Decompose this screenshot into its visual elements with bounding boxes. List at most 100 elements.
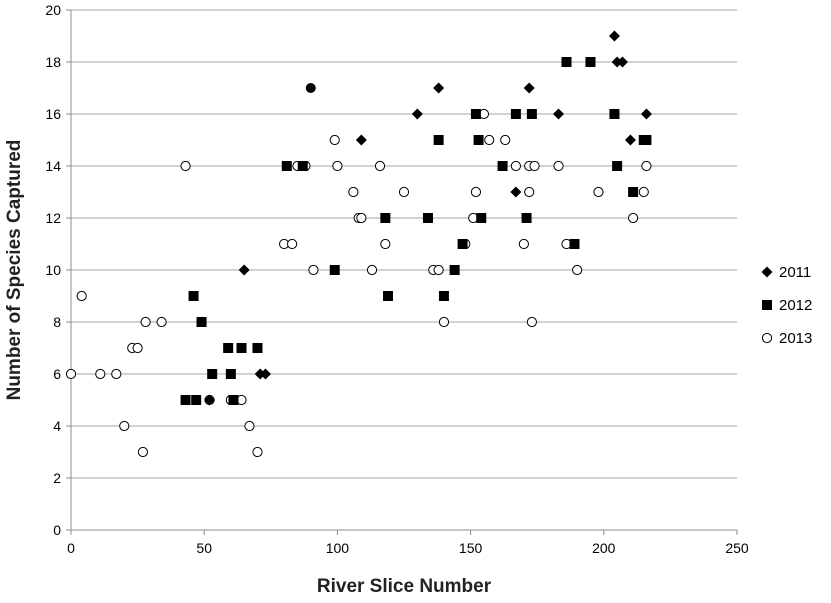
y-tick-label: 10	[45, 262, 61, 278]
data-point	[640, 108, 652, 120]
y-tick-label: 14	[45, 158, 61, 174]
y-tick-label: 18	[45, 54, 61, 70]
data-point	[111, 368, 122, 380]
data-point	[228, 395, 239, 405]
data-point	[65, 368, 77, 380]
legend-marker	[762, 300, 772, 310]
data-point	[523, 82, 535, 94]
data-point	[518, 238, 529, 250]
data-point	[608, 30, 620, 42]
gridlines	[71, 9, 737, 479]
data-point	[355, 134, 367, 146]
data-point	[470, 186, 482, 198]
data-point	[593, 186, 604, 198]
y-tick-label: 6	[53, 366, 61, 382]
data-point	[411, 108, 423, 120]
data-point	[281, 161, 292, 171]
data-point	[119, 420, 130, 432]
data-point	[132, 342, 143, 354]
y-tick-label: 8	[53, 314, 61, 330]
data-point	[521, 213, 532, 223]
data-point	[433, 82, 445, 94]
axes	[66, 9, 738, 535]
data-point	[510, 109, 521, 119]
data-point	[308, 264, 319, 276]
series-2013	[65, 108, 652, 458]
data-point	[561, 57, 572, 67]
data-point	[473, 135, 484, 145]
x-tick-label: 0	[67, 540, 75, 556]
data-point	[207, 369, 218, 379]
data-point	[329, 134, 340, 146]
data-point	[140, 316, 151, 328]
data-point	[510, 160, 521, 172]
x-tick-label: 200	[592, 540, 616, 556]
data-point	[348, 186, 359, 198]
data-point	[223, 343, 234, 353]
data-point	[524, 186, 535, 198]
data-point	[180, 160, 191, 172]
y-axis-title: Number of Species Captured	[4, 140, 25, 401]
data-point	[252, 343, 263, 353]
x-axis-title: River Slice Number	[317, 576, 492, 597]
data-point	[609, 109, 620, 119]
series-2011	[204, 30, 652, 406]
data-point	[529, 160, 540, 172]
y-tick-label: 16	[45, 106, 61, 122]
data-point	[297, 161, 308, 171]
data-point	[470, 109, 481, 119]
data-point	[380, 213, 391, 223]
data-point	[191, 395, 202, 405]
data-point	[259, 368, 271, 380]
legend-label: 2013	[779, 330, 812, 347]
data-point	[510, 186, 522, 198]
data-point	[95, 368, 106, 380]
legend-item: 2012	[762, 297, 812, 314]
data-point	[204, 394, 216, 406]
data-point	[616, 56, 628, 68]
data-point	[433, 264, 444, 276]
data-point	[329, 265, 340, 275]
data-point	[638, 186, 649, 198]
legend: 2011 2012 2013	[761, 264, 812, 347]
data-point	[612, 161, 623, 171]
data-point	[628, 212, 639, 224]
legend-marker	[761, 332, 773, 344]
data-point	[553, 160, 564, 172]
data-point	[225, 369, 236, 379]
data-point	[526, 109, 537, 119]
data-point	[383, 291, 394, 301]
data-point	[332, 160, 343, 172]
data-point	[180, 395, 191, 405]
data-point	[236, 343, 247, 353]
data-point	[238, 264, 250, 276]
data-point	[76, 290, 87, 302]
data-point	[476, 213, 487, 223]
data-point	[438, 316, 450, 328]
y-tick-label: 20	[45, 2, 61, 18]
series-2012	[180, 57, 652, 405]
legend-item: 2013	[761, 330, 812, 347]
data-point	[196, 317, 207, 327]
data-points	[65, 30, 652, 458]
data-point	[380, 238, 391, 250]
legend-item: 2011	[761, 264, 811, 281]
y-tick-label: 0	[53, 522, 61, 538]
data-point	[572, 264, 583, 276]
data-point	[305, 83, 316, 93]
data-point	[422, 213, 433, 223]
data-point	[484, 134, 495, 146]
data-point	[457, 239, 468, 249]
data-point	[137, 446, 149, 458]
y-tick-labels: 0 2 4 6 8 10 12 14 16 18 20	[45, 2, 61, 538]
data-point	[374, 160, 386, 172]
data-point	[569, 239, 580, 249]
x-tick-labels: 0 50 100 150 200 250	[67, 540, 749, 556]
data-point	[641, 135, 652, 145]
data-point	[500, 134, 511, 146]
data-point	[287, 238, 298, 250]
data-point	[526, 316, 537, 328]
data-point	[585, 57, 596, 67]
data-point	[553, 108, 565, 120]
